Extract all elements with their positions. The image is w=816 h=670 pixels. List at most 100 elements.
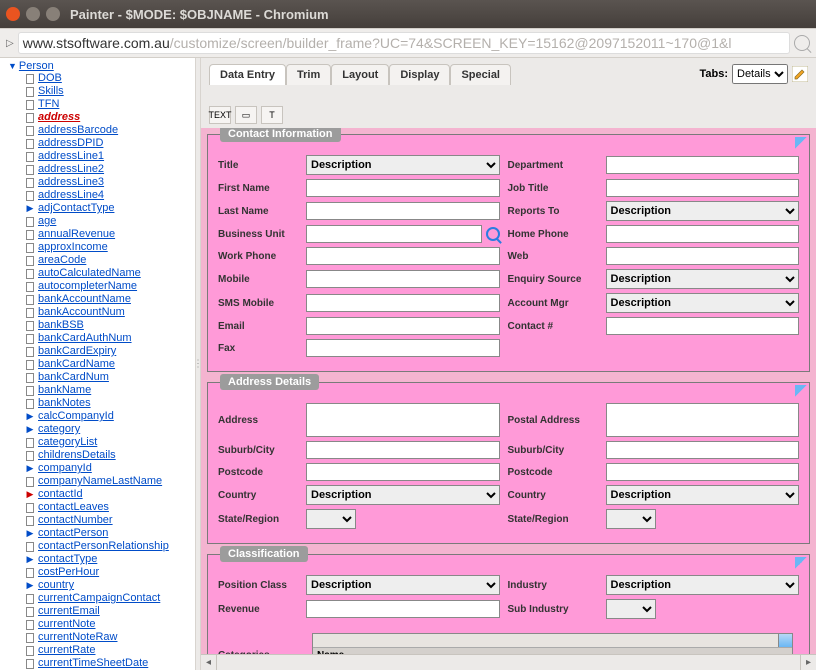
- url-search-icon[interactable]: [794, 35, 810, 51]
- text-input[interactable]: [306, 179, 500, 197]
- text-input[interactable]: [306, 202, 500, 220]
- text-input[interactable]: [606, 317, 800, 335]
- tree-item[interactable]: bankName: [0, 384, 195, 397]
- tool-button[interactable]: TEXT: [209, 106, 231, 124]
- tree-item[interactable]: autocompleterName: [0, 280, 195, 293]
- text-input[interactable]: [606, 179, 800, 197]
- tree-item[interactable]: bankCardAuthNum: [0, 332, 195, 345]
- panel-corner-icon[interactable]: [795, 557, 807, 569]
- tree-item[interactable]: bankCardNum: [0, 371, 195, 384]
- tree-item[interactable]: ▶calcCompanyId: [0, 410, 195, 423]
- tree-item[interactable]: autoCalculatedName: [0, 267, 195, 280]
- select-input[interactable]: [306, 509, 356, 529]
- tree-item[interactable]: ▶contactId: [0, 488, 195, 501]
- tree-item[interactable]: currentEmail: [0, 605, 195, 618]
- tree-item[interactable]: approxIncome: [0, 241, 195, 254]
- scrollbar-icon[interactable]: [778, 634, 792, 647]
- tree-item[interactable]: bankAccountName: [0, 293, 195, 306]
- tab-data-entry[interactable]: Data Entry: [209, 64, 286, 85]
- tree-item[interactable]: currentCampaignContact: [0, 592, 195, 605]
- tree-item[interactable]: bankCardExpiry: [0, 345, 195, 358]
- tree-item[interactable]: areaCode: [0, 254, 195, 267]
- tool-button[interactable]: ▭: [235, 106, 257, 124]
- tool-button[interactable]: T: [261, 106, 283, 124]
- tree-item[interactable]: bankNotes: [0, 397, 195, 410]
- tree-item[interactable]: ▶country: [0, 579, 195, 592]
- edit-icon[interactable]: [792, 66, 808, 82]
- tree-item[interactable]: addressLine3: [0, 176, 195, 189]
- tree-item[interactable]: addressLine2: [0, 163, 195, 176]
- tree-item[interactable]: ▶contactPerson: [0, 527, 195, 540]
- text-input[interactable]: [306, 270, 500, 288]
- text-input[interactable]: [306, 225, 482, 243]
- select-input[interactable]: Description: [606, 201, 800, 221]
- tree-item[interactable]: annualRevenue: [0, 228, 195, 241]
- tree-item[interactable]: bankAccountNum: [0, 306, 195, 319]
- tree-item[interactable]: addressLine4: [0, 189, 195, 202]
- tree-item[interactable]: companyNameLastName: [0, 475, 195, 488]
- tab-special[interactable]: Special: [450, 64, 511, 85]
- tree-item[interactable]: DOB: [0, 72, 195, 85]
- tree-item[interactable]: TFN: [0, 98, 195, 111]
- close-window-icon[interactable]: [6, 7, 20, 21]
- tree-root[interactable]: ▼Person: [0, 60, 195, 72]
- splitter[interactable]: [195, 58, 201, 670]
- tree-item[interactable]: age: [0, 215, 195, 228]
- panel-corner-icon[interactable]: [795, 385, 807, 397]
- select-input[interactable]: Description: [606, 575, 800, 595]
- tree-item[interactable]: currentNoteRaw: [0, 631, 195, 644]
- text-input[interactable]: [606, 156, 800, 174]
- tree-item[interactable]: addressBarcode: [0, 124, 195, 137]
- hscrollbar[interactable]: ◂ ▸: [201, 654, 816, 670]
- tab-display[interactable]: Display: [389, 64, 450, 85]
- tabs-select[interactable]: Details: [732, 64, 788, 84]
- tree-item[interactable]: childrensDetails: [0, 449, 195, 462]
- tree-item[interactable]: currentRate: [0, 644, 195, 657]
- text-input[interactable]: [306, 463, 500, 481]
- select-input[interactable]: Description: [306, 155, 500, 175]
- text-input[interactable]: [606, 463, 800, 481]
- text-input[interactable]: [606, 441, 800, 459]
- tree-item[interactable]: bankBSB: [0, 319, 195, 332]
- scroll-left-icon[interactable]: ◂: [201, 655, 217, 670]
- url-dropdown-icon[interactable]: ▷: [6, 38, 14, 49]
- maximize-window-icon[interactable]: [46, 7, 60, 21]
- tree-item[interactable]: ▶adjContactType: [0, 202, 195, 215]
- minimize-window-icon[interactable]: [26, 7, 40, 21]
- select-input[interactable]: [606, 599, 656, 619]
- tree-item[interactable]: ▶companyId: [0, 462, 195, 475]
- select-input[interactable]: Description: [606, 293, 800, 313]
- tree-item[interactable]: currentTimeSheetDate: [0, 657, 195, 670]
- text-input[interactable]: [306, 294, 500, 312]
- select-input[interactable]: Description: [606, 485, 800, 505]
- url-input[interactable]: www.stsoftware.com.au/customize/screen/b…: [18, 32, 790, 54]
- tree-item[interactable]: bankCardName: [0, 358, 195, 371]
- tree-item[interactable]: ▶category: [0, 423, 195, 436]
- text-input[interactable]: [606, 225, 800, 243]
- tree-item[interactable]: addressDPID: [0, 137, 195, 150]
- textarea-input[interactable]: [606, 403, 800, 437]
- tree-item[interactable]: contactPersonRelationship: [0, 540, 195, 553]
- text-input[interactable]: [306, 339, 500, 357]
- text-input[interactable]: [306, 441, 500, 459]
- tree-item[interactable]: contactNumber: [0, 514, 195, 527]
- tab-trim[interactable]: Trim: [286, 64, 331, 85]
- tree-item[interactable]: categoryList: [0, 436, 195, 449]
- search-icon[interactable]: [486, 227, 500, 241]
- text-input[interactable]: [306, 317, 500, 335]
- select-input[interactable]: Description: [306, 485, 500, 505]
- select-input[interactable]: [606, 509, 656, 529]
- tree-item[interactable]: Skills: [0, 85, 195, 98]
- tree-item[interactable]: addressLine1: [0, 150, 195, 163]
- scroll-right-icon[interactable]: ▸: [800, 655, 816, 670]
- tree-item[interactable]: address: [0, 111, 195, 124]
- tree-item[interactable]: contactLeaves: [0, 501, 195, 514]
- tree-item[interactable]: costPerHour: [0, 566, 195, 579]
- textarea-input[interactable]: [306, 403, 500, 437]
- select-input[interactable]: Description: [306, 575, 500, 595]
- tab-layout[interactable]: Layout: [331, 64, 389, 85]
- select-input[interactable]: Description: [606, 269, 800, 289]
- panel-corner-icon[interactable]: [795, 137, 807, 149]
- text-input[interactable]: [306, 247, 500, 265]
- text-input[interactable]: [306, 600, 500, 618]
